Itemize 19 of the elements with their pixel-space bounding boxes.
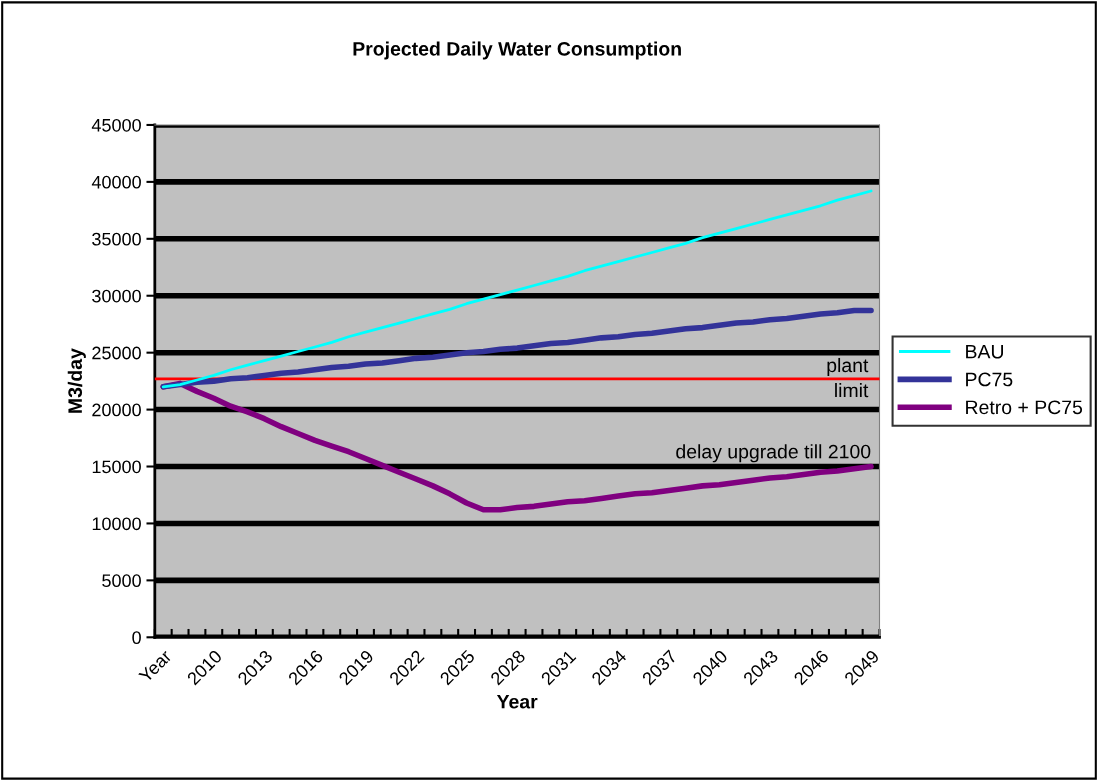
y-tick-label: 10000	[92, 517, 141, 531]
x-tick-label: Year	[138, 649, 173, 684]
y-tick-label: 30000	[92, 289, 141, 303]
y-tick-label: 0	[132, 631, 141, 645]
y-tick-label: 45000	[91, 118, 141, 132]
x-axis-title: Year	[496, 694, 538, 709]
y-tick-label: 20000	[92, 403, 141, 417]
annotation: delay upgrade till 2100	[676, 444, 871, 463]
y-tick-label: 15000	[92, 460, 141, 474]
y-tick-label: 35000	[92, 232, 141, 246]
y-axis-title: M3/day	[67, 348, 86, 413]
y-tick-label: 40000	[91, 175, 141, 189]
legend-label: Retro + PC75	[966, 400, 1083, 415]
chart-title: Projected Daily Water Consumption	[353, 41, 681, 60]
legend-label: PC75	[966, 372, 1013, 387]
legend-label: BAU	[966, 344, 1003, 359]
ref-line-label: plant limit	[827, 357, 869, 398]
y-tick-label: 25000	[92, 346, 141, 360]
y-tick-label: 5000	[102, 574, 141, 588]
